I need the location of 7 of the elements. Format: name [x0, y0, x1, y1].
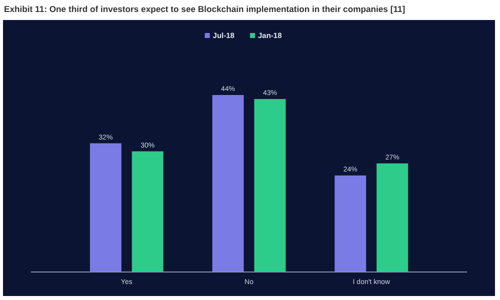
- bar: [376, 163, 408, 272]
- bar: [90, 143, 122, 272]
- bar: [212, 95, 244, 272]
- chart-title: Exhibit 11: One third of investors expect to see Blockchain implementation in their companies [11]: [4, 4, 406, 14]
- bar: [334, 175, 366, 272]
- bar: [132, 151, 164, 272]
- bar: [254, 99, 286, 272]
